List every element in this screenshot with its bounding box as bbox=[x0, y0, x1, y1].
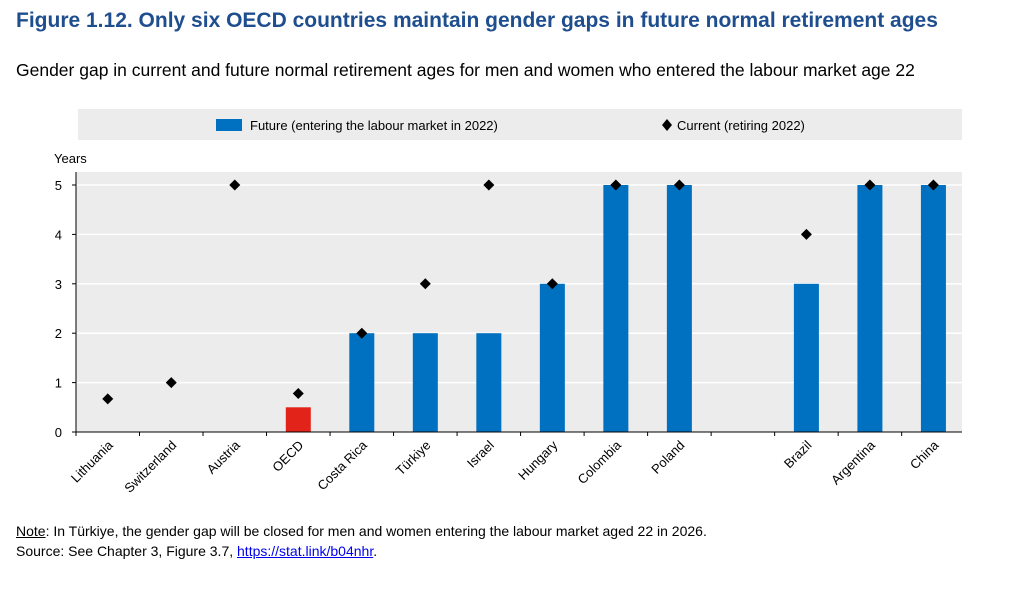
marker-point bbox=[673, 179, 685, 191]
marker-point bbox=[165, 377, 177, 389]
bar bbox=[857, 185, 883, 432]
marker-point bbox=[102, 393, 114, 405]
legend-bar-swatch bbox=[216, 119, 242, 131]
marker-point bbox=[927, 179, 939, 191]
x-tick-label: Colombia bbox=[575, 437, 625, 487]
bar bbox=[476, 333, 502, 432]
legend-marker-swatch bbox=[662, 119, 672, 131]
x-tick-label: Switzerland bbox=[121, 438, 179, 496]
x-tick-label: Lithuania bbox=[68, 437, 116, 485]
x-tick-label: Brazil bbox=[781, 437, 815, 471]
note-label: Note bbox=[16, 523, 46, 539]
bar bbox=[793, 283, 819, 432]
x-tick-label: Hungary bbox=[515, 437, 561, 483]
figure-subtitle: Gender gap in current and future normal … bbox=[16, 60, 915, 80]
bar bbox=[666, 185, 692, 432]
y-tick-label: 3 bbox=[55, 277, 62, 292]
legend-background bbox=[78, 109, 962, 140]
x-tick-label: China bbox=[907, 437, 942, 472]
y-axis-title: Years bbox=[54, 151, 87, 166]
x-tick-label: Austria bbox=[204, 437, 244, 477]
x-tick-label: Poland bbox=[648, 438, 687, 477]
y-tick-label: 1 bbox=[55, 376, 62, 391]
footnote: Note: In Türkiye, the gender gap will be… bbox=[16, 521, 707, 561]
marker-point bbox=[610, 179, 622, 191]
x-tick-label: OECD bbox=[269, 438, 306, 475]
source-link[interactable]: https://stat.link/b04nhr bbox=[237, 543, 374, 559]
source-text: Source: See Chapter 3, Figure 3.7, bbox=[16, 543, 238, 559]
x-tick-label: Israel bbox=[464, 437, 497, 470]
legend-bar-label: Future (entering the labour market in 20… bbox=[250, 118, 498, 133]
y-tick-label: 5 bbox=[55, 178, 62, 193]
marker-point bbox=[292, 387, 304, 399]
y-tick-label: 0 bbox=[55, 425, 62, 440]
legend-marker-label: Current (retiring 2022) bbox=[677, 118, 805, 133]
marker-point bbox=[356, 327, 368, 339]
figure-title: Figure 1.12. Only six OECD countries mai… bbox=[16, 9, 938, 32]
y-tick-label: 2 bbox=[55, 326, 62, 341]
source-line: Source: See Chapter 3, Figure 3.7, https… bbox=[16, 541, 707, 561]
bar bbox=[349, 333, 375, 432]
bar-chart: Future (entering the labour market in 20… bbox=[54, 109, 962, 496]
bar bbox=[539, 283, 565, 432]
marker-point bbox=[546, 278, 558, 290]
x-tick-label: Costa Rica bbox=[314, 437, 370, 493]
y-tick-label: 4 bbox=[55, 227, 62, 242]
marker-point bbox=[419, 278, 431, 290]
x-tick-label: Türkiye bbox=[393, 438, 434, 479]
x-tick-label: Argentina bbox=[828, 437, 879, 488]
plot-background bbox=[76, 172, 962, 432]
bar bbox=[920, 185, 946, 432]
bar bbox=[412, 333, 438, 432]
marker-point bbox=[864, 179, 876, 191]
marker-point bbox=[483, 179, 495, 191]
bar bbox=[285, 407, 311, 432]
source-end: . bbox=[373, 543, 378, 559]
note-text: : In Türkiye, the gender gap will be clo… bbox=[45, 523, 707, 539]
bar bbox=[603, 185, 629, 432]
marker-point bbox=[800, 228, 812, 240]
note-line: Note: In Türkiye, the gender gap will be… bbox=[16, 521, 707, 541]
marker-point bbox=[229, 179, 241, 191]
